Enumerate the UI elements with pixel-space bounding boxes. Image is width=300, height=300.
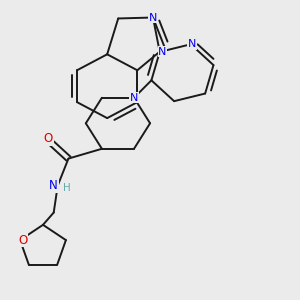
Text: N: N	[49, 179, 58, 192]
Text: N: N	[149, 13, 157, 22]
Text: N: N	[188, 39, 196, 49]
Text: O: O	[44, 133, 53, 146]
Text: N: N	[158, 47, 166, 57]
Text: H: H	[63, 183, 71, 193]
Text: O: O	[18, 234, 27, 247]
Text: N: N	[130, 93, 138, 103]
